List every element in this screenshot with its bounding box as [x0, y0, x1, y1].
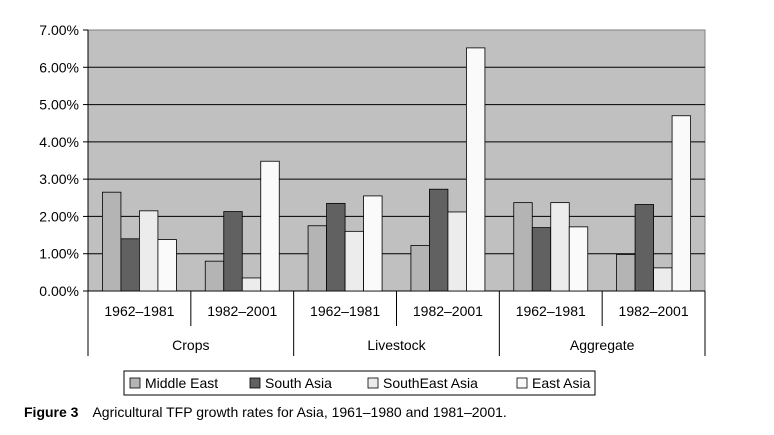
legend-swatch	[367, 377, 379, 389]
x-tick-label: 1982–2001	[413, 303, 483, 319]
legend: Middle East South Asia SouthEast Asia East …	[123, 370, 596, 396]
y-tick-label: 1.00%	[39, 246, 79, 262]
bar-southeast-asia	[241, 277, 262, 292]
tfp-chart: 0.00% 1.00% 2.00% 3.00% 4.00% 5.00% 6.00% 7.00%…	[39, 22, 706, 396]
legend-swatch	[516, 377, 528, 389]
figure-caption: Figure 3 Agricultural TFP growth rates fo…	[24, 404, 507, 420]
legend-swatch	[249, 377, 261, 389]
gridlines	[88, 66, 705, 255]
bar-southeast-asia	[653, 267, 673, 292]
bar-middle-east	[410, 245, 430, 292]
legend-swatch	[129, 377, 141, 389]
legend-label: South Asia	[265, 375, 332, 391]
y-tick-label: 5.00%	[39, 97, 79, 113]
bar-middle-east	[204, 260, 225, 292]
group-label: Aggregate	[570, 337, 635, 353]
x-tick-label: 1962–1981	[516, 303, 586, 319]
y-tick-label: 7.00%	[39, 22, 79, 38]
x-axis: 1962–1981 1982–2001 1962–1981 1982–2001 1962…	[87, 291, 706, 356]
bar-east-asia	[157, 239, 177, 292]
group-label: Crops	[172, 337, 209, 353]
y-tick-label: 2.00%	[39, 208, 79, 224]
bar-east-asia	[568, 226, 589, 292]
caption-label: Figure 3	[24, 404, 79, 420]
bar-south-asia	[634, 204, 654, 292]
legend-label: East Asia	[532, 375, 591, 391]
bar-south-asia	[531, 227, 552, 292]
group-label: Livestock	[367, 337, 426, 353]
bar-east-asia	[671, 115, 691, 292]
bar-middle-east	[616, 254, 636, 292]
y-tick-label: 3.00%	[39, 171, 79, 187]
bar-middle-east	[307, 225, 327, 292]
bar-southeast-asia	[139, 210, 159, 292]
bar-south-asia	[120, 238, 140, 292]
legend-label: SouthEast Asia	[383, 375, 478, 391]
plot-area	[87, 29, 706, 292]
y-tick-label: 4.00%	[39, 134, 79, 150]
y-tick-label: 0.00%	[39, 283, 79, 299]
bar-east-asia	[260, 160, 280, 292]
bar-southeast-asia	[344, 230, 364, 292]
bar-middle-east	[102, 191, 122, 292]
bar-south-asia	[429, 188, 449, 292]
legend-box	[123, 370, 596, 396]
bar-middle-east	[513, 202, 533, 292]
caption-text: Agricultural TFP growth rates for Asia, …	[92, 404, 507, 420]
bar-southeast-asia	[550, 202, 570, 292]
x-tick-label: 1962–1981	[310, 303, 380, 319]
x-tick-label: 1982–2001	[207, 303, 277, 319]
bar-east-asia	[466, 47, 486, 292]
y-tick-label: 6.00%	[39, 59, 79, 75]
x-tick-label: 1982–2001	[619, 303, 689, 319]
bar-east-asia	[363, 195, 383, 292]
legend-label: Middle East	[145, 375, 218, 391]
bars	[102, 47, 691, 292]
bar-southeast-asia	[447, 211, 467, 292]
x-tick-label: 1962–1981	[104, 303, 174, 319]
bar-south-asia	[223, 211, 243, 292]
bar-south-asia	[326, 202, 346, 292]
